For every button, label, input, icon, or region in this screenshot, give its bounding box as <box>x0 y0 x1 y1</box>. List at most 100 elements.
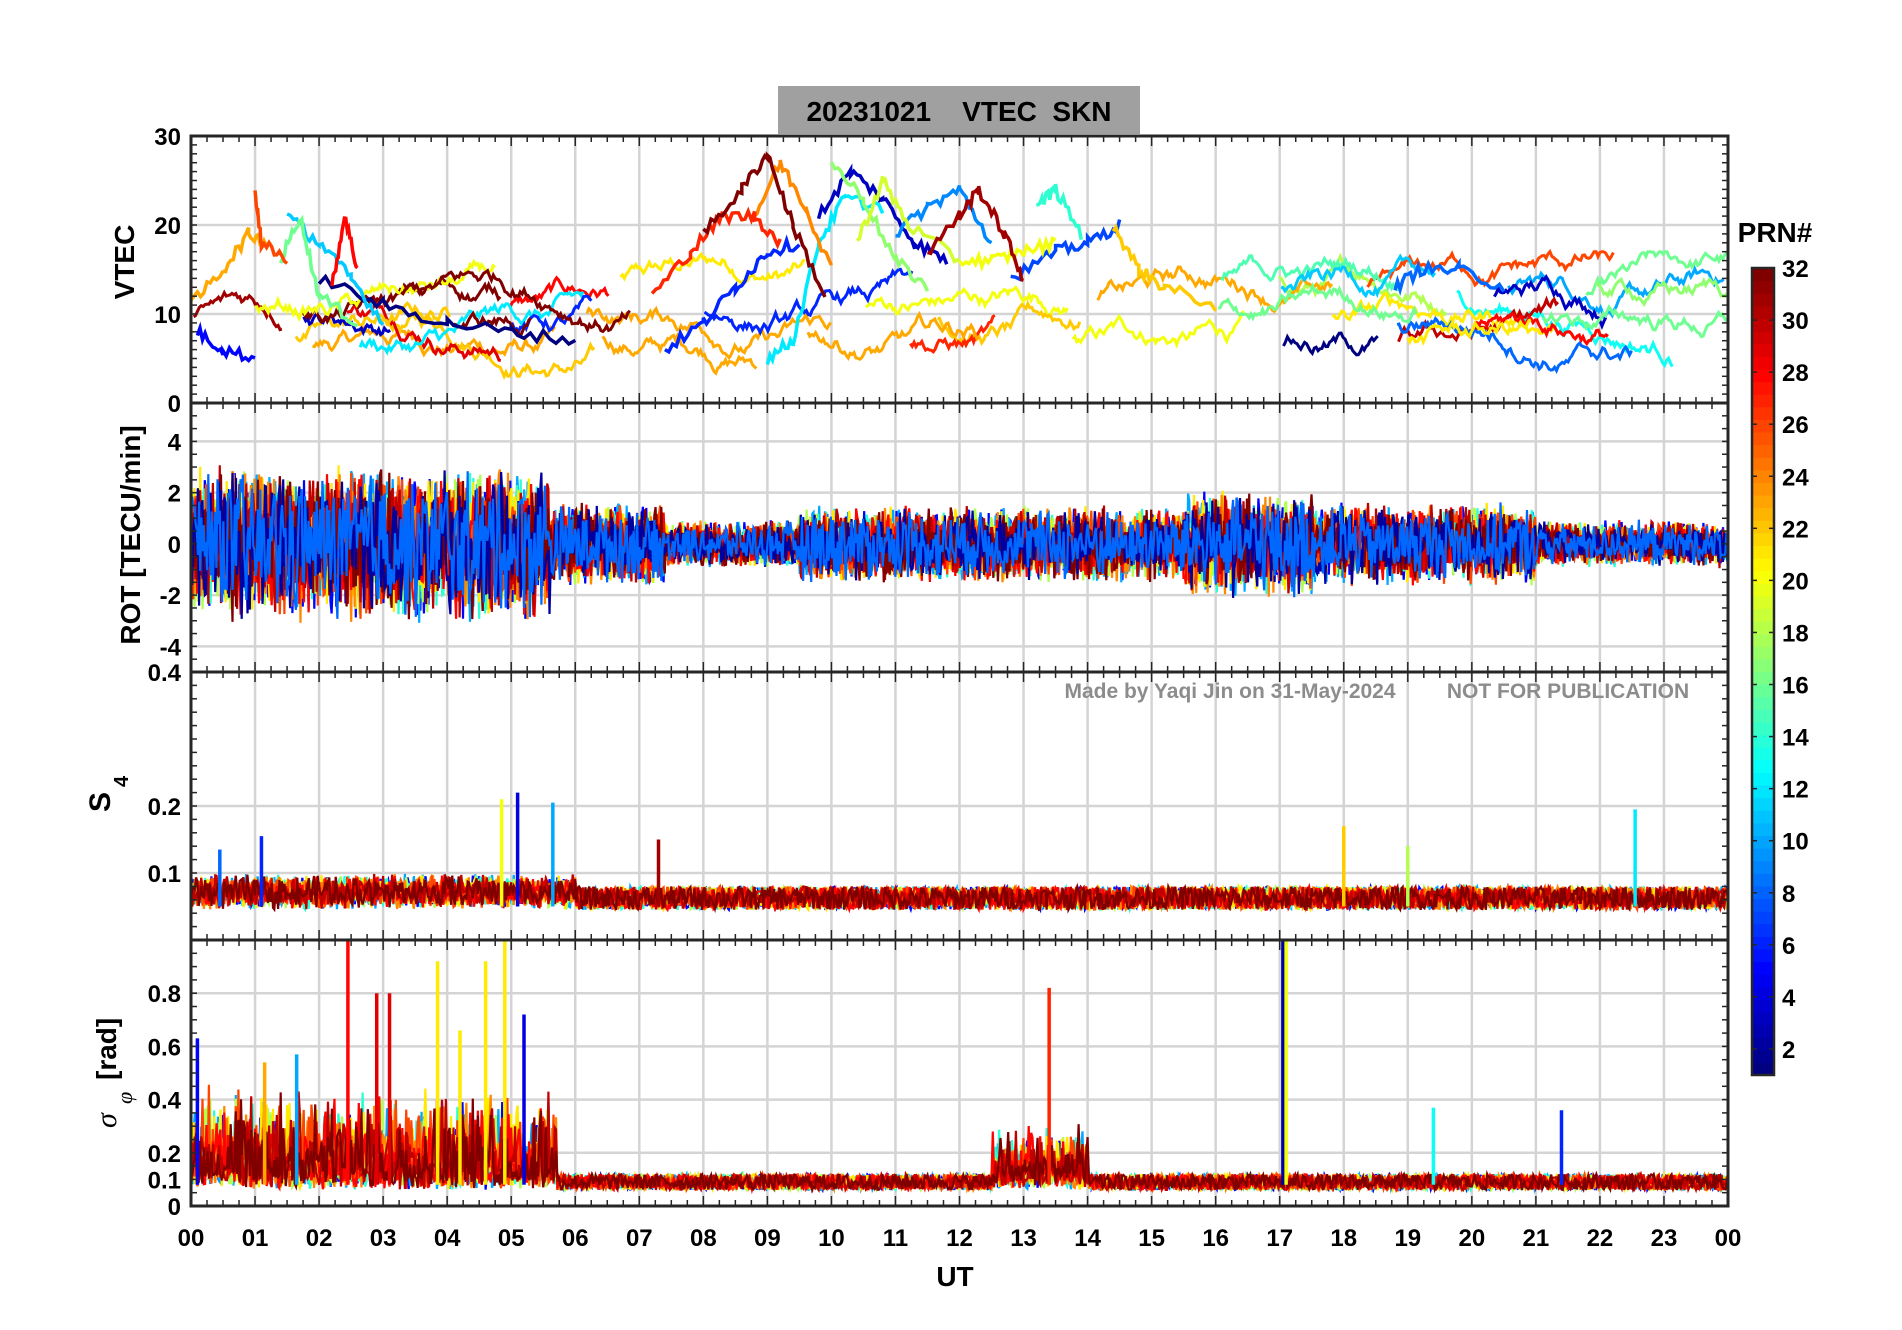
vtec-series-prn-7 <box>1010 219 1122 282</box>
colorbar-segment <box>1752 923 1774 937</box>
y-tick-label: 0 <box>168 532 181 559</box>
x-tick-labels: 00 01 02 03 04 05 06 07 08 09 10 11 12 13 14 15 16 17 18 19… <box>178 1225 1742 1252</box>
vtec-series-prn-16 <box>279 214 358 328</box>
vtec-track <box>379 312 596 381</box>
colorbar-segment <box>1752 961 1774 975</box>
vtec-series-prn-20 <box>958 235 1057 273</box>
colorbar-segment <box>1752 873 1774 887</box>
s4-data <box>191 792 1728 914</box>
colorbar-segment <box>1752 595 1774 610</box>
x-tick-label: 21 <box>1523 1225 1550 1252</box>
sigma-series <box>191 1092 1728 1194</box>
colorbar-tick-label: 26 <box>1782 412 1809 439</box>
colorbar-segment <box>1752 772 1774 786</box>
colorbar-segment <box>1752 860 1774 874</box>
colorbar-segment <box>1752 936 1774 950</box>
vtec-track <box>1493 273 1608 330</box>
vtec-series-prn-6 <box>664 234 801 355</box>
colorbar-segment <box>1752 1024 1774 1038</box>
colorbar-segment <box>1752 898 1774 912</box>
vtec-track <box>619 251 806 288</box>
vtec-track <box>1406 318 1532 346</box>
vtec-track <box>703 267 914 336</box>
x-tick-label: 07 <box>626 1225 653 1252</box>
colorbar-segment <box>1752 646 1774 660</box>
colorbar-segment <box>1752 709 1774 723</box>
colorbar-segment <box>1752 1062 1774 1076</box>
x-tick-label: 00 <box>178 1225 205 1252</box>
x-tick-label: 06 <box>562 1225 589 1252</box>
vtec-track <box>1282 331 1379 357</box>
colorbar-segment <box>1752 280 1774 294</box>
vtec-track <box>806 310 981 362</box>
rot-data <box>191 465 1728 623</box>
x-tick-label: 05 <box>498 1225 525 1252</box>
colorbar-tick-label: 16 <box>1782 673 1809 700</box>
vtec-series-prn-32 <box>702 151 827 298</box>
vtec-track <box>509 294 593 336</box>
vtec-series-prn-8 <box>1393 257 1506 296</box>
colorbar-segment <box>1752 318 1774 332</box>
y-tick-label: 0.2 <box>148 1141 181 1168</box>
vtec-track <box>1475 311 1609 347</box>
x-tick-label: 12 <box>946 1225 973 1252</box>
colorbar-segment <box>1752 885 1774 900</box>
vtec-track <box>400 268 631 334</box>
x-tick-label: 08 <box>690 1225 717 1252</box>
svg-text:S: S <box>84 792 117 812</box>
vtec-track <box>1456 289 1674 369</box>
rot-panel: -4 -2 0 2 4 <box>160 401 1730 674</box>
colorbar-segment <box>1752 759 1774 773</box>
colorbar-segment <box>1752 570 1774 584</box>
colorbar-segment <box>1752 747 1774 761</box>
colorbar-segment <box>1752 948 1774 963</box>
vtec-ylabel: VTEC <box>109 225 140 300</box>
y-tick-label: 0.1 <box>148 861 181 888</box>
colorbar-segment <box>1752 532 1774 547</box>
colorbar-segment <box>1752 583 1774 597</box>
colorbar-segment <box>1752 797 1774 811</box>
colorbar-segment <box>1752 734 1774 748</box>
colorbar-segment <box>1752 835 1774 849</box>
colorbar-segment <box>1752 911 1774 925</box>
vtec-track <box>192 289 283 332</box>
publication-notice: NOT FOR PUBLICATION <box>1447 680 1689 703</box>
svg-text:φ: φ <box>112 1092 137 1104</box>
colorbar-segment <box>1752 394 1774 408</box>
x-axis-label: UT <box>936 1261 973 1292</box>
x-tick-label: 17 <box>1266 1225 1293 1252</box>
colorbar-segment <box>1752 822 1774 837</box>
colorbar-segment <box>1752 520 1774 534</box>
colorbar-tick-label: 8 <box>1782 881 1795 908</box>
colorbar-segment <box>1752 331 1774 345</box>
colorbar-segment <box>1752 608 1774 622</box>
colorbar-tick-label: 32 <box>1782 256 1809 283</box>
colorbar-segment <box>1752 671 1774 685</box>
colorbar-segment <box>1752 658 1774 673</box>
grid-lines <box>189 134 1730 405</box>
vtec-series-prn-23 <box>191 227 270 302</box>
y-tick-label: 0.4 <box>148 1088 182 1115</box>
colorbar-segment <box>1752 406 1774 420</box>
vtec-data <box>191 151 1728 381</box>
vtec-track <box>1071 310 1245 349</box>
colorbar-segment <box>1752 684 1774 698</box>
y-tick-label: 0.6 <box>148 1034 181 1061</box>
colorbar-tick-label: 6 <box>1782 933 1795 960</box>
colorbar-tick-label: 20 <box>1782 568 1809 595</box>
vtec-track <box>1585 250 1728 296</box>
vtec-track <box>254 258 496 323</box>
vtec-track <box>358 290 585 356</box>
colorbar-segment <box>1752 268 1774 282</box>
x-tick-label: 02 <box>306 1225 333 1252</box>
colorbar-segment <box>1752 431 1774 446</box>
colorbar-segment <box>1752 721 1774 736</box>
colorbar-segment <box>1752 381 1774 395</box>
vtec-track <box>1396 316 1633 375</box>
vtec-track <box>509 275 610 307</box>
colorbar-segment <box>1752 343 1774 357</box>
colorbar-segment <box>1752 848 1774 862</box>
colorbar-label: PRN# <box>1738 217 1813 248</box>
colorbar-segment <box>1752 305 1774 320</box>
